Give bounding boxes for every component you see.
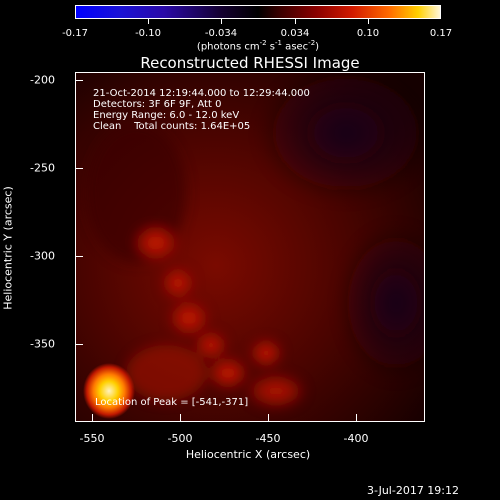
- y-tick-mark: [75, 256, 83, 257]
- x-tick-label: -500: [167, 432, 193, 445]
- clean-counts-info: Clean Total counts: 1.64E+05: [93, 121, 251, 132]
- rhessi-image-plot: [75, 72, 425, 422]
- y-tick-label: -350: [30, 337, 55, 351]
- colorbar-tick-mark: [368, 19, 369, 24]
- colorbar-tick-label: 0.10: [356, 28, 380, 39]
- x-tick-label: -400: [343, 432, 369, 445]
- image-title: Reconstructed RHESSI Image: [140, 54, 360, 72]
- y-tick-mark: [75, 168, 83, 169]
- plot-datestamp: 3-Jul-2017 19:12: [367, 484, 460, 497]
- detectors-info: Detectors: 3F 6F 9F, Att 0: [93, 99, 222, 110]
- x-tick-label: -450: [255, 432, 281, 445]
- y-tick-label: -250: [30, 161, 55, 175]
- colorbar-tick-label: -0.034: [204, 28, 238, 39]
- y-axis-label: Heliocentric Y (arcsec): [1, 186, 15, 310]
- colorbar-tick-mark: [295, 19, 296, 24]
- x-axis-label: Heliocentric X (arcsec): [185, 448, 311, 461]
- colorbar-tick-mark: [221, 19, 222, 24]
- diffuse-emission: [86, 73, 424, 409]
- observation-time: 21-Oct-2014 12:19:44.000 to 12:29:44.000: [93, 88, 310, 99]
- rhessi-image: [76, 73, 424, 421]
- x-tick-label: -550: [79, 432, 105, 445]
- peak-location-label: Location of Peak = [-541,-371]: [95, 397, 249, 408]
- colorbar-tick-label: -0.17: [62, 28, 88, 39]
- colorbar-tick-label: -0.10: [135, 28, 161, 39]
- colorbar-tick-label: 0.034: [280, 28, 310, 39]
- y-tick-label: -200: [30, 73, 55, 87]
- energy-range-info: Energy Range: 6.0 - 12.0 keV: [93, 110, 240, 121]
- x-tick-mark: [92, 414, 93, 422]
- colorbar-tick-label: 0.17: [429, 28, 453, 39]
- x-tick-mark: [356, 414, 357, 422]
- x-tick-mark: [268, 414, 269, 422]
- colorbar-unit-label: (photons cm-2 s-1 asec-2): [196, 39, 320, 53]
- y-tick-label: -300: [30, 249, 55, 263]
- y-tick-mark: [75, 344, 83, 345]
- colorbar-tick-mark: [148, 19, 149, 24]
- y-tick-mark: [75, 80, 83, 81]
- x-tick-mark: [180, 414, 181, 422]
- peak-source: [83, 363, 135, 419]
- colorbar: [75, 5, 441, 19]
